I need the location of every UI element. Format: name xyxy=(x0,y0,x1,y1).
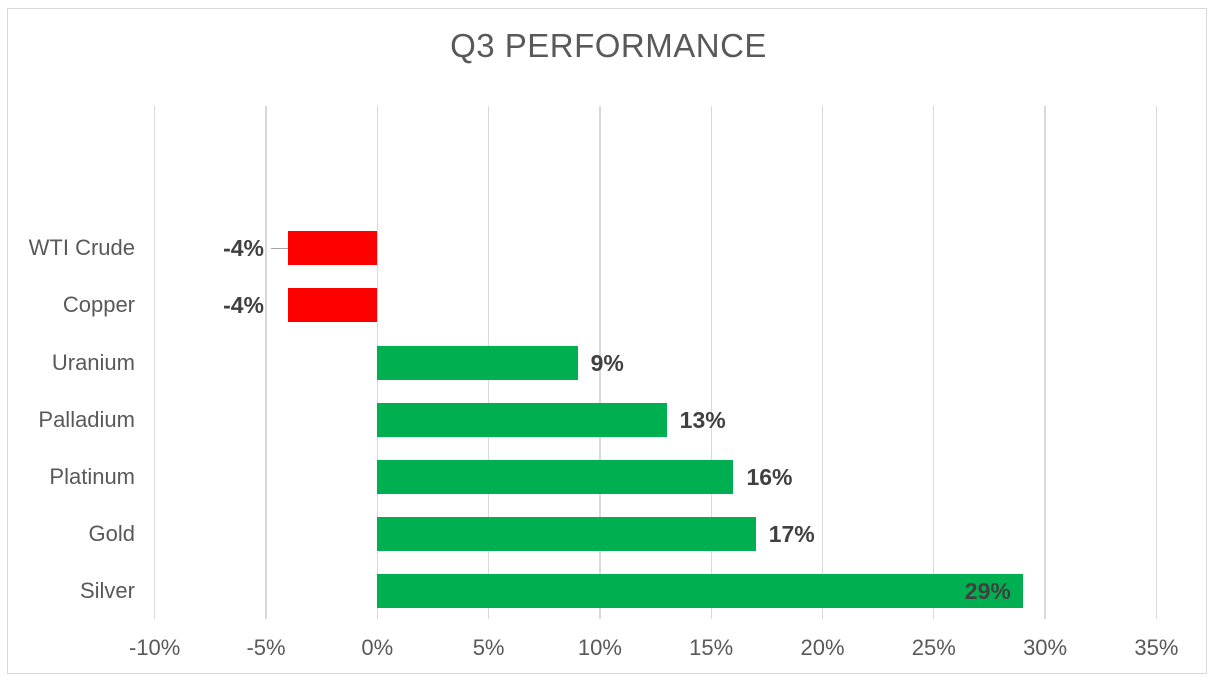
leader-line xyxy=(271,247,288,250)
category-label: Silver xyxy=(79,578,135,604)
gridline xyxy=(265,106,267,619)
x-tick-label: 0% xyxy=(361,635,394,660)
gridline xyxy=(1044,106,1046,619)
category-label: Palladium xyxy=(38,406,135,432)
bar-positive xyxy=(377,574,1023,609)
bar-value-label: -4% xyxy=(223,235,264,262)
bar-value-label: 9% xyxy=(590,349,624,376)
gridline xyxy=(933,106,935,619)
category-label: Gold xyxy=(88,521,135,547)
bar-positive xyxy=(377,402,667,437)
bar-value-label: 17% xyxy=(768,521,815,548)
category-label: Copper xyxy=(62,292,135,318)
bar-value-label: -4% xyxy=(223,292,264,319)
bar-positive xyxy=(377,459,734,494)
gridline xyxy=(154,106,156,619)
gridline xyxy=(376,106,378,619)
x-tick-label: 30% xyxy=(1023,635,1068,660)
gridline xyxy=(710,106,712,619)
category-label: WTI Crude xyxy=(28,235,135,261)
bar-positive xyxy=(377,345,578,380)
chart-title: Q3 PERFORMANCE xyxy=(450,27,767,64)
bar-value-label: 13% xyxy=(679,406,726,433)
x-tick-label: -10% xyxy=(129,635,181,660)
bar-negative xyxy=(288,288,378,323)
bar-value-label: 16% xyxy=(746,463,793,490)
gridline xyxy=(821,106,824,619)
x-tick-label: 15% xyxy=(689,635,734,660)
category-label: Uranium xyxy=(51,349,135,375)
x-tick-label: 35% xyxy=(1134,635,1179,660)
gridline xyxy=(599,106,601,619)
category-label: Platinum xyxy=(49,463,135,489)
bar-value-label: 29% xyxy=(964,578,1011,605)
x-tick-label: -5% xyxy=(246,635,286,660)
gridline xyxy=(1155,106,1158,619)
x-tick-label: 25% xyxy=(911,635,956,660)
bar-negative xyxy=(288,231,378,266)
bar-positive xyxy=(377,517,756,552)
x-tick-label: 5% xyxy=(472,635,505,660)
x-tick-label: 10% xyxy=(577,635,622,660)
chart-frame xyxy=(7,8,1207,674)
x-tick-label: 20% xyxy=(800,635,845,660)
